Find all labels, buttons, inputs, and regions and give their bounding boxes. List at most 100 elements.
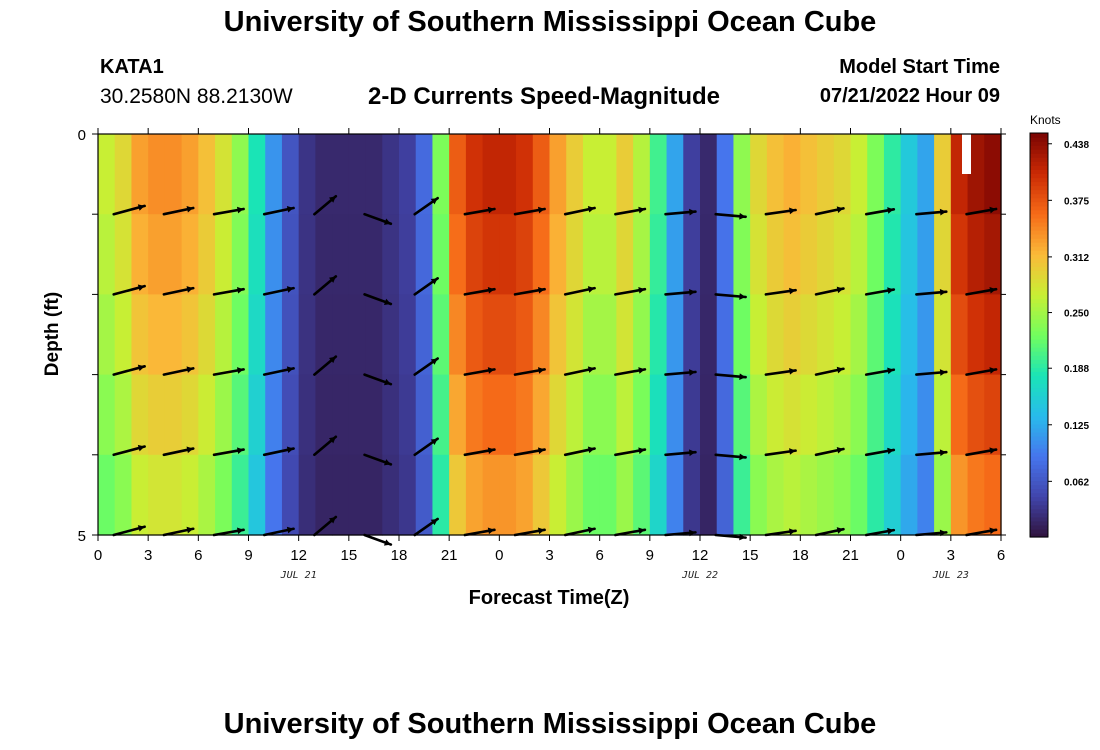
current-vector [513,367,546,376]
colorbar-step [1030,173,1048,179]
colorbar-tick-label: 0.250 [1064,309,1089,320]
current-vector [814,206,845,216]
colorbar-step [1030,484,1048,490]
heat-cell [766,454,785,536]
colorbar-step [1030,229,1048,235]
colorbar-step [1030,294,1048,300]
heat-cell [382,294,400,376]
colorbar-step [1030,225,1048,231]
heat-cell [532,294,551,376]
heat-cell [332,134,350,215]
colorbar-step [1030,383,1048,389]
x-tick-label: 6 [997,547,1005,564]
current-vector [915,288,948,296]
heat-cell [716,214,735,295]
heat-cell [231,374,250,456]
current-vector [965,527,998,537]
colorbar-step [1030,326,1048,332]
current-vector [363,373,393,386]
x-tick-label: 3 [545,547,553,564]
heat-cell [265,214,283,295]
current-vector [764,207,797,216]
colorbar-step [1030,157,1048,162]
current-vector [614,367,647,376]
heat-cell [516,374,534,456]
heat-cell [800,214,818,295]
heat-cell [950,294,969,376]
heat-cell [649,214,668,295]
colorbar-step [1030,314,1048,320]
current-vector [463,206,496,216]
heat-cell [114,294,133,376]
heat-cell [599,214,617,295]
heat-cell [783,374,801,456]
heat-cell [499,134,517,215]
heat-cell [867,134,885,215]
heat-cell [231,134,250,215]
current-vector [864,287,896,296]
heat-cell [181,214,199,295]
heat-cell [833,214,852,295]
colorbar-step [1030,270,1048,275]
heat-cell [683,214,701,295]
colorbar-step [1030,242,1048,247]
x-tick-label: 12 [692,547,709,564]
heat-cell [566,134,584,215]
current-vector [764,528,797,537]
heat-cell [148,134,166,215]
colorbar-step [1030,528,1048,534]
heat-cell [582,454,601,536]
heat-cell [98,294,116,376]
heat-cell [700,214,718,295]
current-vector [614,447,647,457]
heat-cell [248,134,266,215]
current-vector [714,373,747,381]
current-vector [463,367,496,376]
colorbar-step [1030,137,1048,142]
current-vector [262,205,295,216]
heat-cell [616,294,634,376]
heat-cell [365,454,383,536]
current-vector [262,366,295,376]
heat-cell [599,454,617,536]
heat-cell [582,214,601,295]
colorbar-step [1030,201,1048,207]
heat-cell [482,134,500,215]
heat-cell [382,214,400,295]
heat-cell [215,134,233,215]
heat-cell [934,134,952,215]
x-tick-label: 18 [792,547,809,564]
heat-cell [499,214,517,295]
current-vector [563,286,596,296]
colorbar-step [1030,456,1048,461]
heat-cell [315,214,333,295]
current-vector [664,288,697,296]
current-vector [112,364,146,376]
colorbar-step [1030,286,1048,292]
heat-cell [164,294,183,376]
heat-cell [215,214,233,295]
colorbar-step [1030,165,1048,170]
heat-cell [465,374,484,456]
current-vector [714,293,747,300]
current-vector [212,367,245,376]
colorbar-step [1030,169,1048,174]
current-vector [563,526,596,537]
heat-cell [700,454,718,536]
heat-cell [98,134,116,215]
heat-cell [984,454,1002,536]
heat-cell [148,214,166,295]
heat-cell [248,454,266,536]
colorbar-step [1030,153,1048,158]
current-vector [313,435,338,457]
colorbar-step [1030,217,1048,223]
heat-cell [382,454,400,536]
colorbar-frame [1029,132,1049,538]
colorbar-step [1030,266,1048,271]
colorbar-step [1030,520,1048,526]
x-tick-label: 6 [194,547,202,564]
heat-cell [298,214,316,295]
colorbar-step [1030,399,1048,405]
colorbar-step [1030,468,1048,473]
colorbar-step [1030,282,1048,288]
